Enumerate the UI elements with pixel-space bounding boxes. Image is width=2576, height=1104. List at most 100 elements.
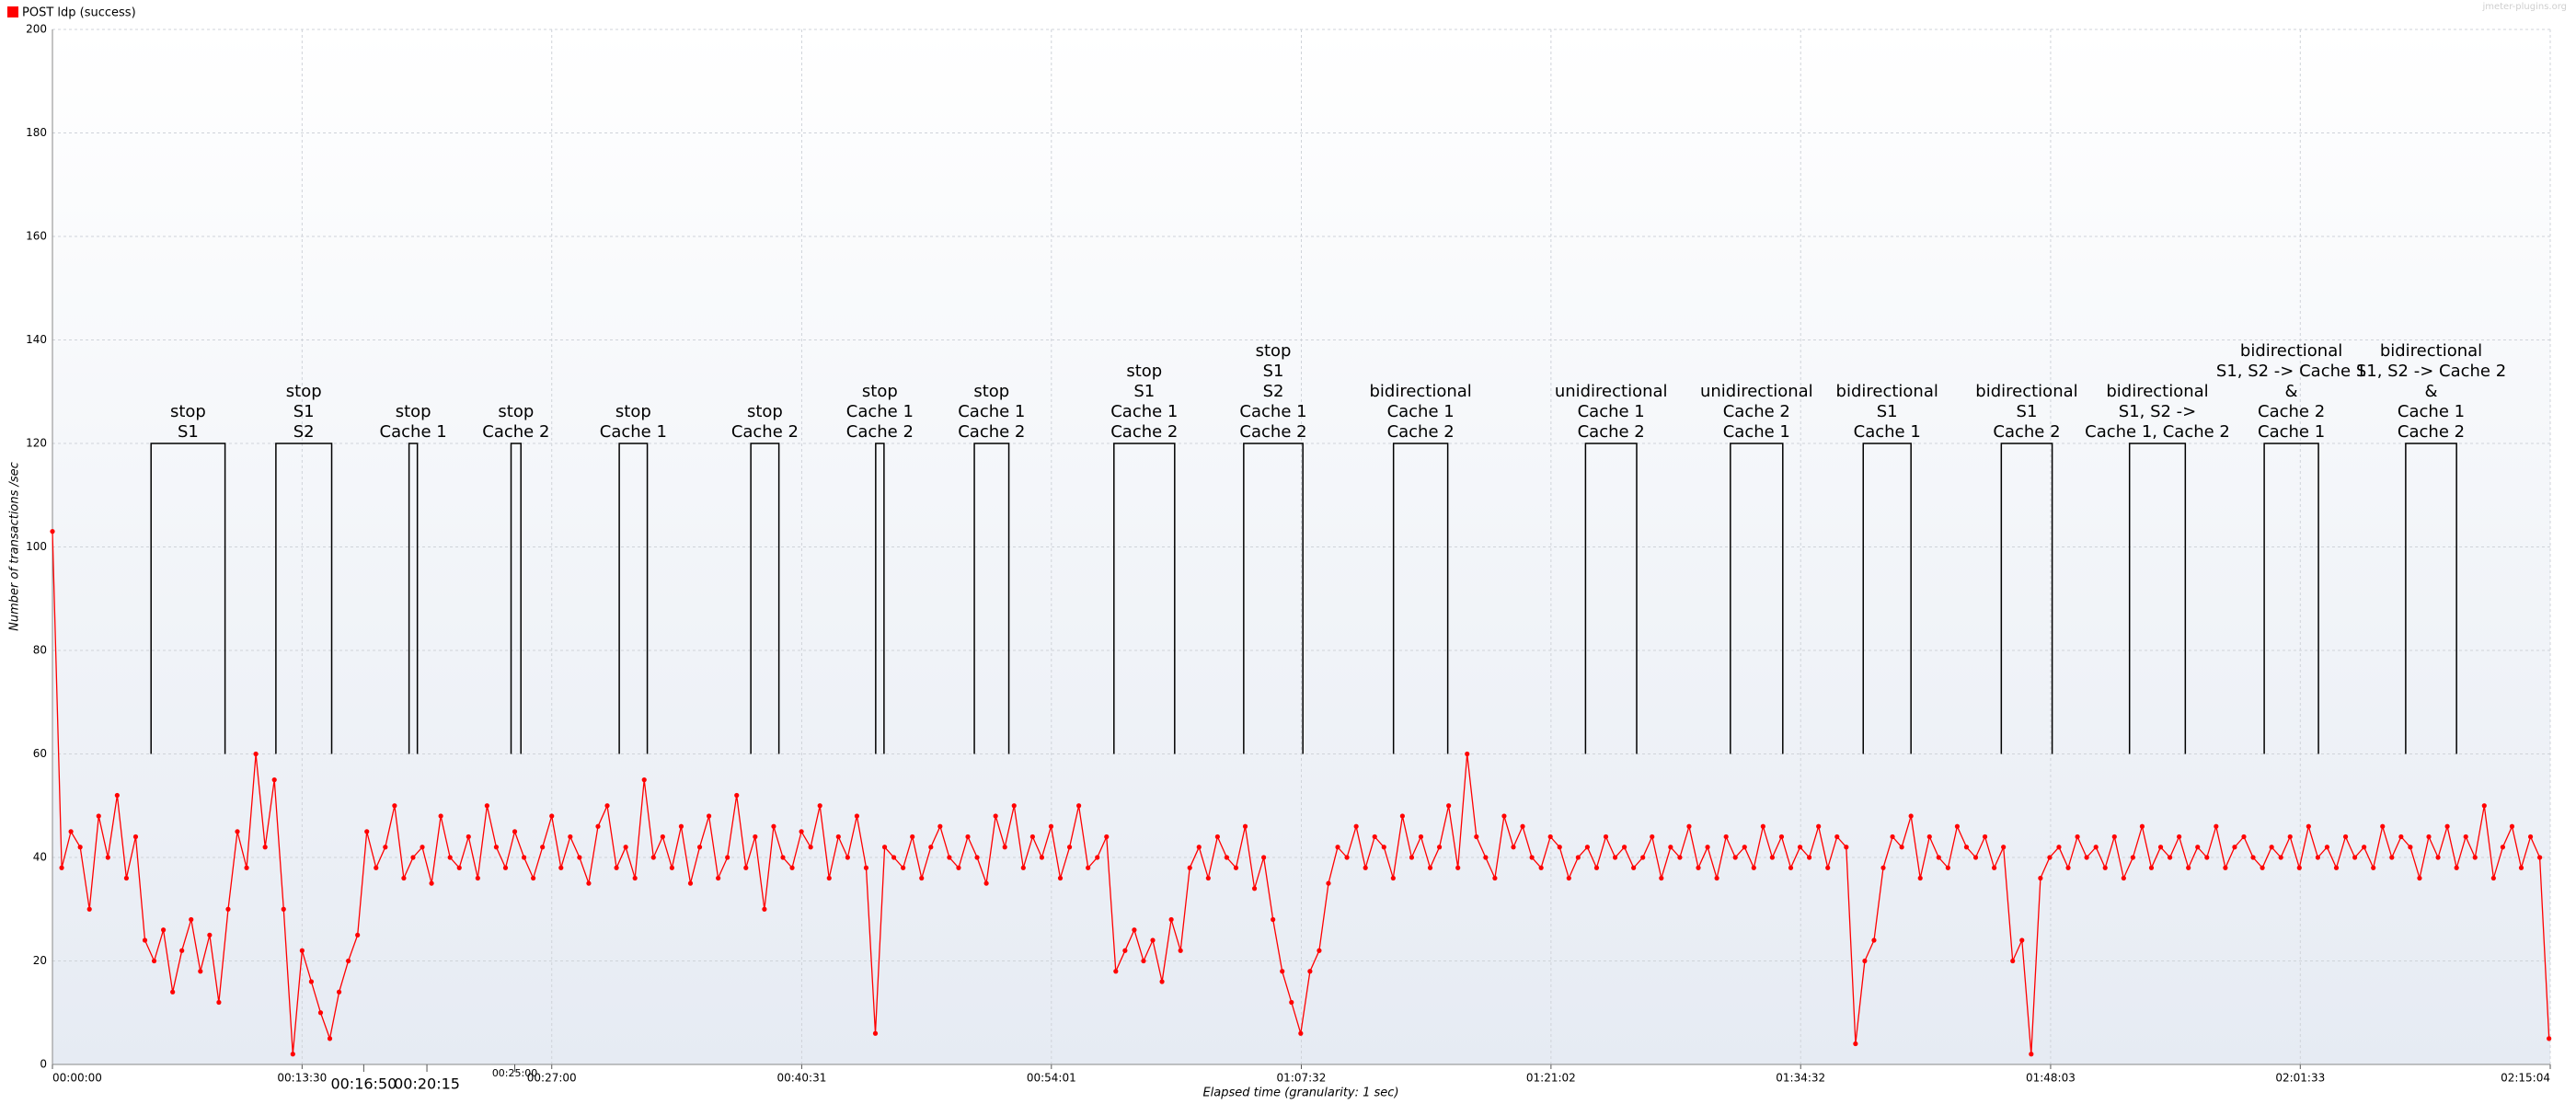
data-point — [1593, 865, 1600, 870]
data-point — [1899, 845, 1904, 850]
data-point — [1242, 823, 1248, 829]
data-point — [789, 865, 795, 870]
annotation-bracket — [1113, 443, 1176, 754]
data-point — [1335, 845, 1340, 850]
data-point — [1686, 823, 1692, 829]
annotation-label: Cache 1 — [2258, 422, 2325, 442]
annotation-label: Cache 2 — [846, 422, 914, 442]
y-tick-label: 100 — [26, 540, 47, 553]
data-point — [854, 813, 860, 819]
annotation-label: Cache 2 — [1993, 422, 2060, 442]
annotation-label: S1 — [1263, 362, 1284, 381]
data-point — [881, 845, 888, 850]
data-point — [1381, 845, 1386, 850]
data-point — [59, 865, 64, 870]
annotation-label: Cache 2 — [1110, 422, 1178, 442]
data-point — [872, 1030, 879, 1036]
x-tick-label: 01:48:03 — [2026, 1072, 2076, 1085]
data-point — [1187, 865, 1192, 870]
data-point — [151, 958, 157, 964]
data-point — [1317, 948, 1322, 953]
data-point — [826, 875, 832, 881]
data-point — [1409, 855, 1415, 860]
data-point — [77, 845, 83, 850]
annotation-label: Cache 1 — [1723, 422, 1790, 442]
data-point — [493, 845, 500, 850]
annotation-label: stop — [862, 382, 898, 401]
data-point — [799, 829, 804, 834]
data-point — [1566, 875, 1571, 881]
data-point — [1862, 958, 1868, 964]
data-point — [540, 845, 546, 850]
data-point — [549, 813, 555, 819]
annotation-label: unidirectional — [1555, 382, 1668, 401]
data-point — [1002, 845, 1007, 850]
data-point — [2389, 855, 2395, 860]
data-point — [632, 875, 638, 881]
data-point — [271, 777, 277, 783]
y-axis-title: Number of transactions /sec — [8, 462, 22, 631]
data-point — [2269, 845, 2274, 850]
annotation-label: bidirectional — [2380, 341, 2482, 361]
annotation-label: Cache 1 — [2398, 402, 2465, 421]
x-tick-label: 00:40:31 — [776, 1072, 826, 1085]
data-point — [1760, 823, 1765, 829]
data-point — [1696, 865, 1701, 870]
data-point — [1150, 937, 1156, 943]
data-point — [50, 529, 55, 535]
data-point — [1039, 855, 1045, 860]
data-point — [1778, 834, 1785, 840]
data-point — [1520, 823, 1525, 829]
y-tick-label: 60 — [33, 747, 47, 760]
annotation-label: S1, S2 -> Cache 2 — [2356, 362, 2506, 381]
data-point — [845, 855, 850, 860]
data-point — [170, 989, 176, 995]
annotation-label: Cache 2 — [1387, 422, 1455, 442]
data-point — [669, 865, 674, 870]
data-point — [1723, 834, 1729, 840]
y-tick-label: 160 — [26, 230, 47, 243]
data-point — [235, 829, 240, 834]
data-point — [2472, 855, 2478, 860]
data-point — [1622, 845, 1627, 850]
data-point — [262, 845, 268, 850]
data-point — [2315, 855, 2320, 860]
data-point — [1196, 845, 1202, 850]
data-point — [1797, 845, 1803, 850]
y-tick-label: 80 — [33, 644, 47, 657]
annotation-bracket — [1243, 443, 1304, 754]
data-point — [2093, 845, 2099, 850]
data-point — [1732, 855, 1738, 860]
annotation-label: Cache 2 — [1723, 402, 1790, 421]
data-point — [2398, 834, 2404, 840]
data-point — [161, 927, 167, 933]
data-point — [2306, 823, 2311, 829]
data-point — [308, 979, 315, 984]
data-point — [753, 834, 758, 840]
data-point — [2417, 875, 2422, 881]
data-point — [420, 845, 425, 850]
data-point — [475, 875, 480, 881]
annotation-label: S1 — [178, 422, 199, 442]
annotation-bracket — [2000, 443, 2053, 754]
annotation-label: S1 — [1133, 382, 1155, 401]
data-point — [1353, 823, 1359, 829]
annotation-label: stop — [747, 402, 783, 421]
data-point — [1233, 865, 1239, 870]
data-point — [1529, 855, 1535, 860]
data-point — [1141, 958, 1146, 964]
y-tick-label: 180 — [26, 126, 47, 139]
data-point — [2056, 845, 2062, 850]
x-tick-label: 00:27:00 — [527, 1072, 577, 1085]
annotation-bracket — [150, 443, 226, 754]
data-point — [835, 834, 841, 840]
annotation-label: Cache 1 — [600, 422, 667, 442]
data-point — [2038, 875, 2043, 881]
data-point — [1677, 855, 1683, 860]
data-point — [1261, 855, 1267, 860]
annotation-bracket — [2128, 443, 2187, 754]
annotation-label: S2 — [293, 422, 315, 442]
data-point — [1095, 855, 1100, 860]
data-point — [2287, 834, 2293, 840]
data-point — [937, 823, 943, 829]
